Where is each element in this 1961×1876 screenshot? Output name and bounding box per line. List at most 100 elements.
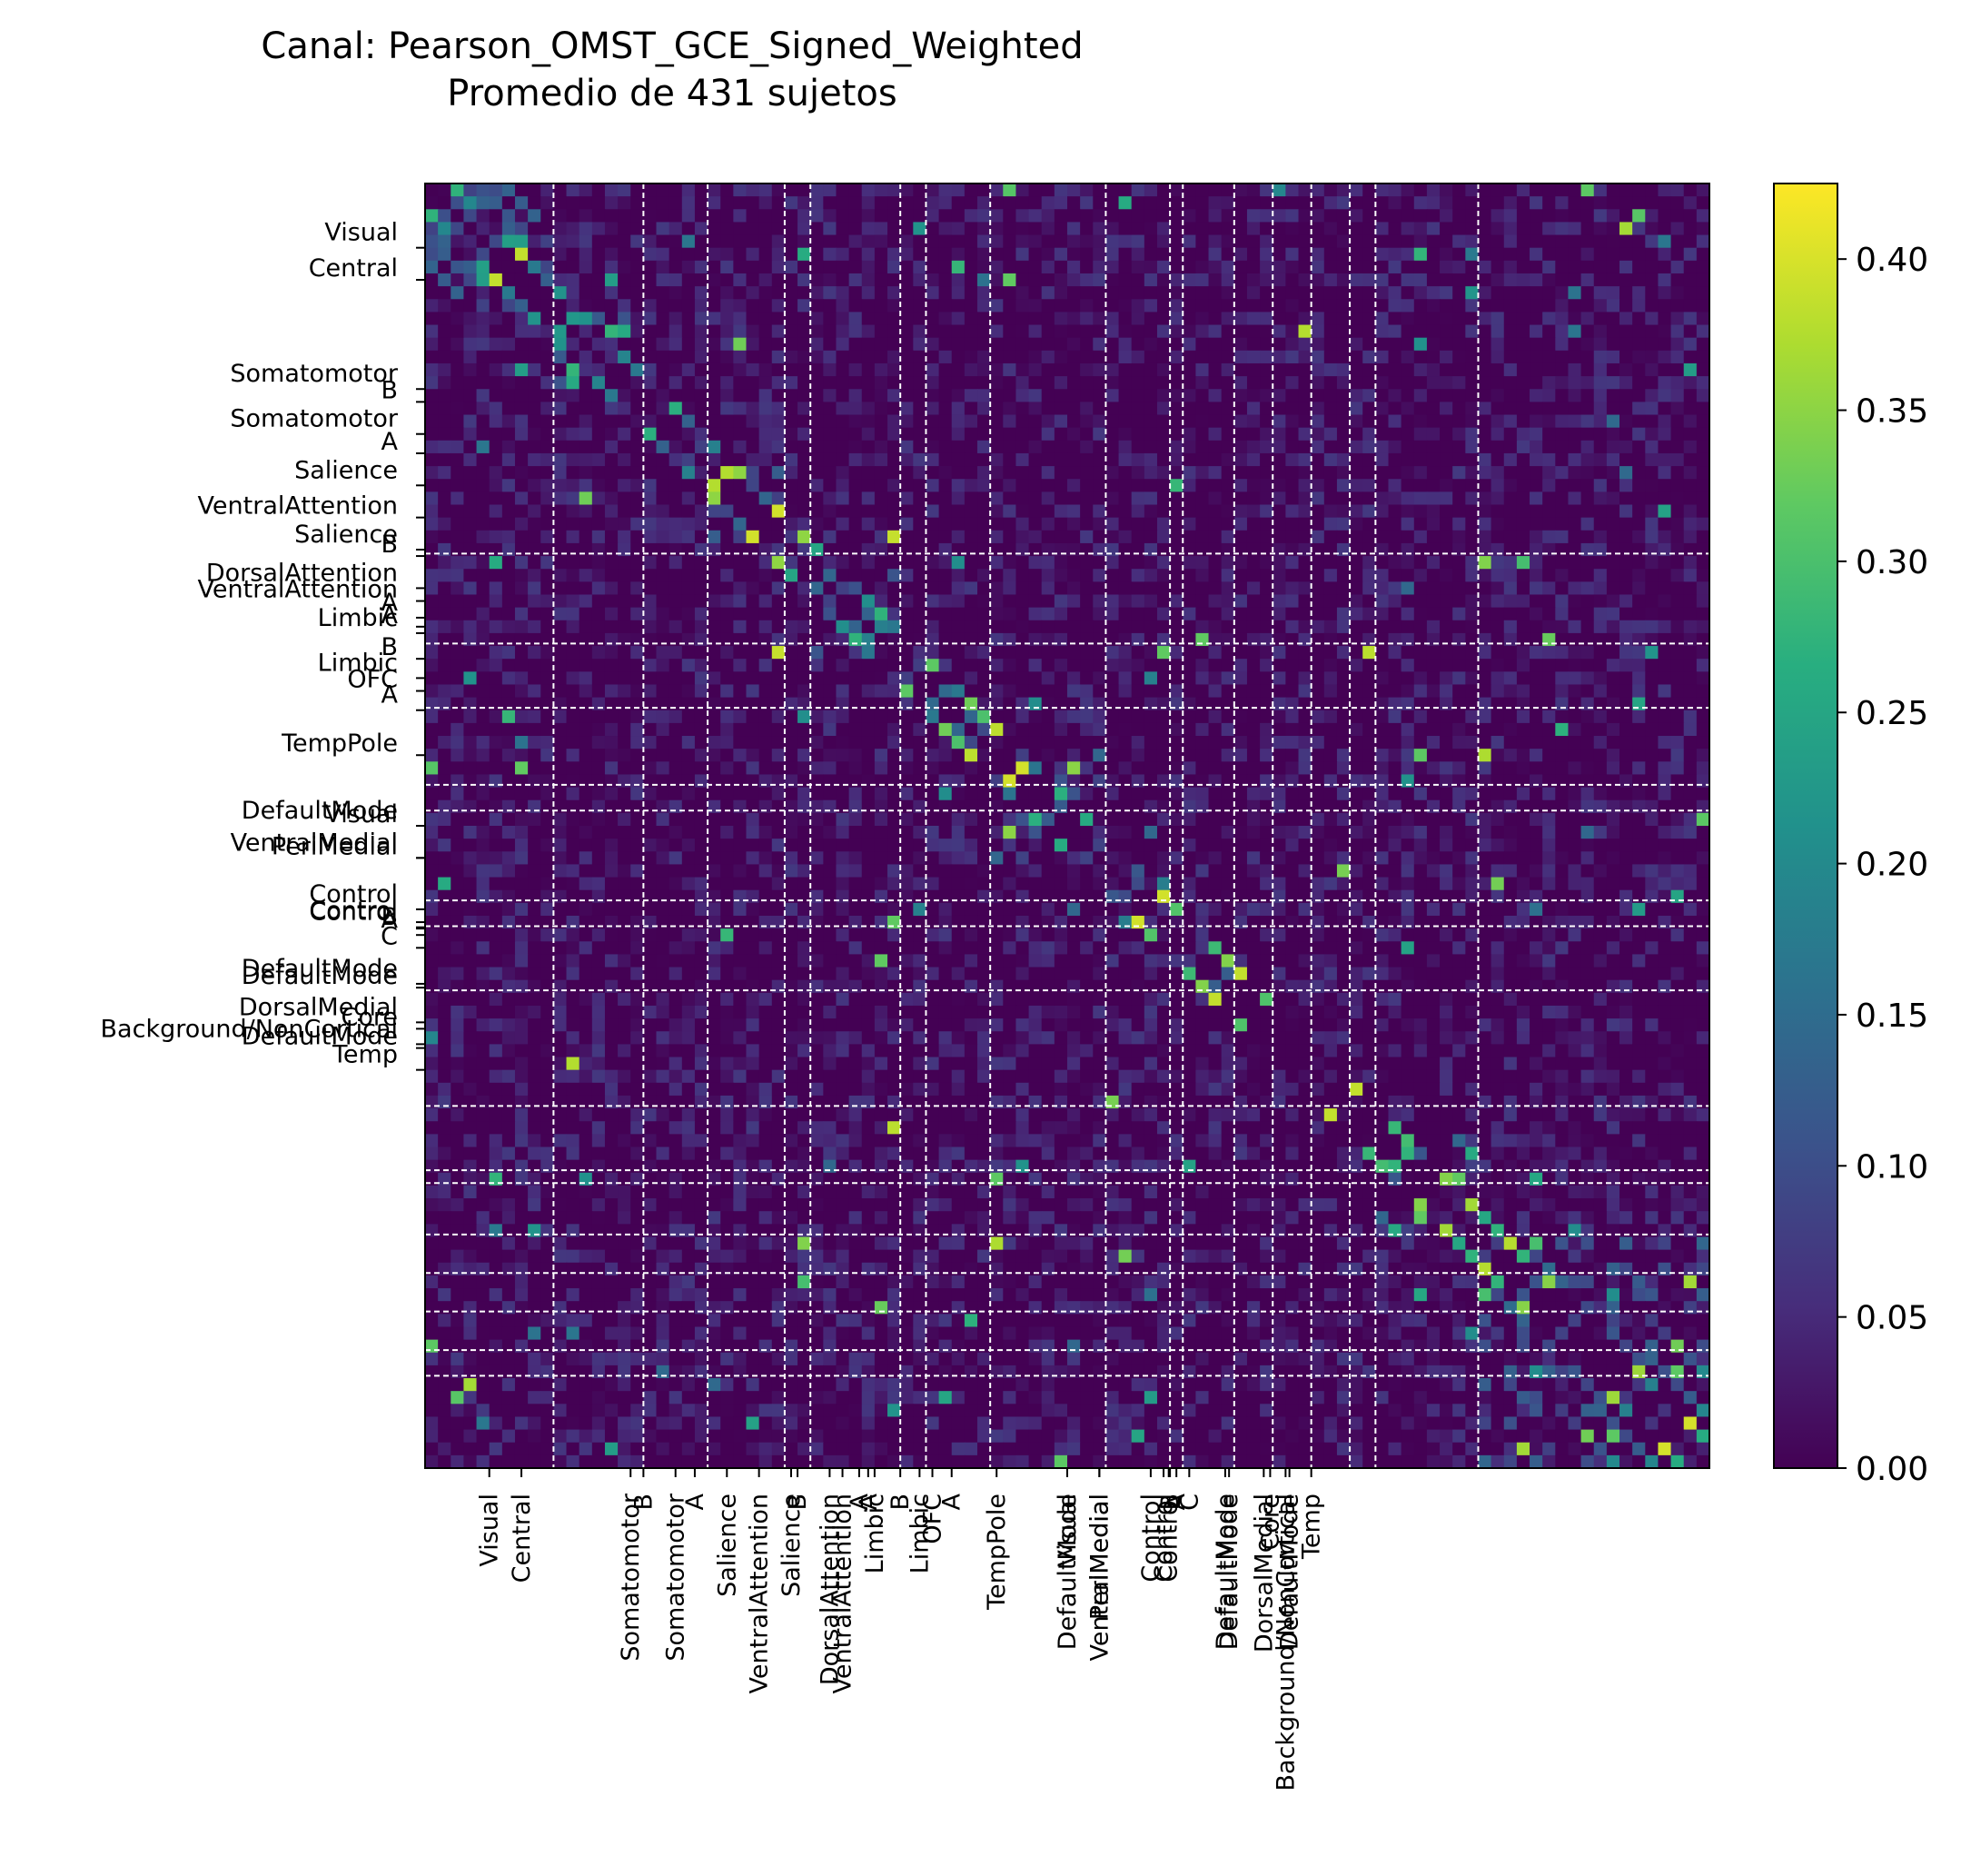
heatmap-cell	[1336, 389, 1351, 402]
heatmap-cell	[1606, 581, 1620, 596]
heatmap-cell	[463, 684, 478, 699]
heatmap-cell	[1233, 530, 1248, 544]
heatmap-cell	[1221, 389, 1235, 402]
heatmap-cell	[900, 774, 914, 789]
heatmap-cell	[489, 337, 503, 352]
heatmap-cell	[1208, 799, 1223, 814]
heatmap-cell	[1311, 234, 1325, 249]
heatmap-cell	[514, 209, 529, 223]
heatmap-cell	[579, 184, 593, 197]
heatmap-cell	[1452, 209, 1466, 223]
heatmap-cell	[1285, 671, 1300, 686]
heatmap-cell	[1568, 607, 1582, 621]
heatmap-cell	[1658, 402, 1672, 416]
heatmap-cell	[694, 414, 708, 429]
heatmap-cell	[1195, 222, 1210, 236]
heatmap-cell	[1093, 632, 1107, 647]
heatmap-cell	[938, 504, 953, 519]
heatmap-cell	[1478, 736, 1492, 749]
heatmap-cell	[1568, 581, 1582, 596]
heatmap-cell	[1054, 324, 1068, 339]
heatmap-cell	[977, 427, 991, 442]
heatmap-cell	[591, 312, 606, 326]
heatmap-cell	[1080, 697, 1094, 711]
heatmap-cell	[887, 350, 901, 364]
heatmap-cell	[1530, 260, 1543, 274]
heatmap-cell	[1530, 402, 1543, 416]
heatmap-cell	[1015, 234, 1030, 249]
heatmap-cell	[1452, 504, 1466, 519]
heatmap-cell	[669, 479, 683, 492]
heatmap-cell	[1041, 234, 1055, 249]
heatmap-cell	[694, 337, 708, 352]
heatmap-cell	[708, 517, 721, 531]
heatmap-cell	[591, 774, 606, 789]
heatmap-cell	[618, 479, 631, 492]
heatmap-cell	[656, 722, 670, 737]
heatmap-cell	[643, 337, 658, 352]
heatmap-cell	[476, 427, 490, 442]
heatmap-cell	[1658, 286, 1672, 300]
heatmap-cell	[1298, 799, 1312, 814]
heatmap-cell	[1645, 209, 1659, 223]
heatmap-cell	[1593, 234, 1608, 249]
heatmap-cell	[1465, 812, 1480, 827]
heatmap-cell	[656, 466, 670, 480]
heatmap-cell	[951, 324, 966, 339]
heatmap-cell	[900, 452, 914, 467]
heatmap-cell	[1183, 504, 1196, 519]
heatmap-cell	[1183, 697, 1196, 711]
heatmap-cell	[1298, 774, 1312, 789]
heatmap-cell	[887, 491, 901, 506]
heatmap-cell	[1670, 774, 1685, 789]
heatmap-cell	[1683, 761, 1698, 776]
heatmap-cell	[1555, 607, 1570, 621]
heatmap-cell	[938, 517, 953, 531]
heatmap-cell	[1093, 569, 1107, 582]
heatmap-cell	[938, 787, 953, 801]
heatmap-cell	[618, 542, 631, 557]
heatmap-cell	[836, 697, 850, 711]
heatmap-cell	[758, 491, 773, 506]
heatmap-cell	[1183, 350, 1196, 364]
heatmap-cell	[1440, 504, 1453, 519]
heatmap-cell	[643, 761, 658, 776]
heatmap-cell	[977, 209, 991, 223]
heatmap-cell	[926, 491, 940, 506]
heatmap-cell	[913, 594, 927, 609]
heatmap-cell	[1233, 569, 1248, 582]
heatmap-cell	[540, 749, 554, 762]
heatmap-cell	[758, 299, 773, 313]
heatmap-cell	[1156, 581, 1171, 596]
heatmap-cell	[1003, 324, 1017, 339]
heatmap-cell	[1593, 594, 1608, 609]
heatmap-cell	[1118, 184, 1133, 197]
heatmap-cell	[1606, 632, 1620, 647]
heatmap-cell	[1350, 273, 1363, 287]
heatmap-cell	[977, 594, 991, 609]
heatmap-cell	[1388, 312, 1402, 326]
heatmap-cell	[1375, 452, 1390, 467]
heatmap-cell	[1156, 452, 1171, 467]
heatmap-cell	[1003, 812, 1017, 827]
heatmap-cell	[694, 234, 708, 249]
heatmap-cell	[720, 299, 734, 313]
heatmap-cell	[1170, 594, 1184, 609]
heatmap-cell	[1298, 324, 1312, 339]
heatmap-cell	[1221, 504, 1235, 519]
heatmap-cell	[926, 427, 940, 442]
heatmap-cell	[1246, 414, 1261, 429]
heatmap-cell	[553, 299, 568, 313]
heatmap-cell	[874, 350, 888, 364]
heatmap-cell	[618, 196, 631, 210]
heatmap-cell	[1568, 594, 1582, 609]
heatmap-cell	[528, 620, 541, 634]
heatmap-cell	[1606, 414, 1620, 429]
heatmap-cell	[1195, 491, 1210, 506]
heatmap-cell	[938, 581, 953, 596]
heatmap-cell	[591, 376, 606, 390]
heatmap-cell	[758, 196, 773, 210]
heatmap-cell	[1426, 362, 1441, 377]
heatmap-cell	[1183, 569, 1196, 582]
heatmap-cell	[1080, 452, 1094, 467]
